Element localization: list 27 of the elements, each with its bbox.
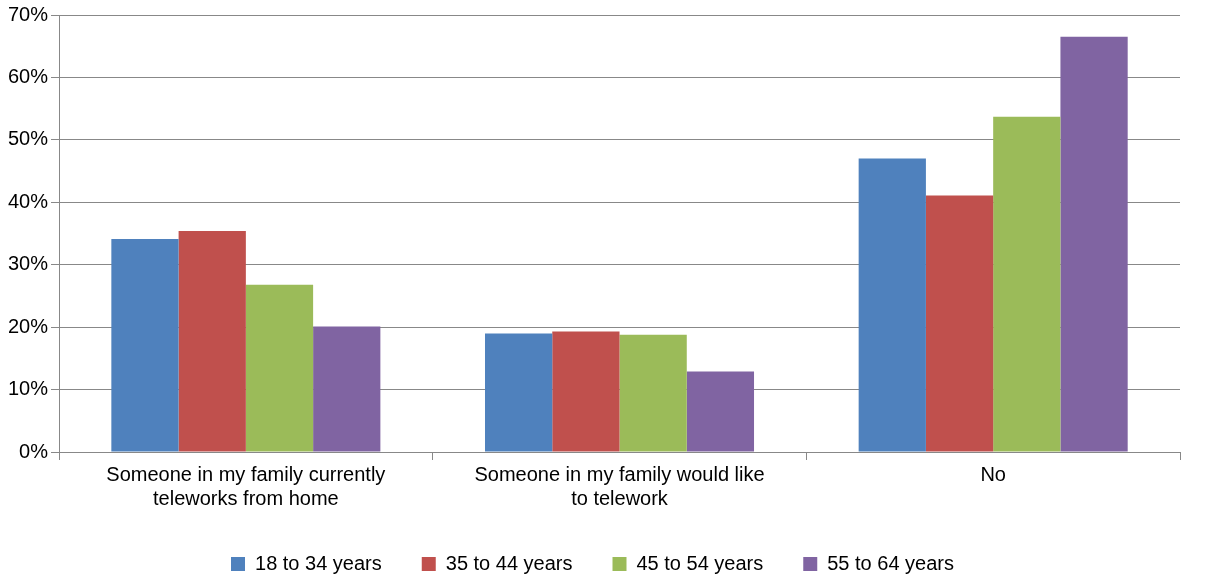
bar <box>993 116 1061 452</box>
bar <box>925 195 994 452</box>
bar <box>245 284 314 452</box>
bar <box>619 334 687 452</box>
bar <box>485 333 553 452</box>
y-tick-label: 60% <box>8 64 49 87</box>
y-tick-label: 0% <box>19 439 49 462</box>
legend-label: 18 to 34 years <box>255 551 382 574</box>
legend-label: 35 to 44 years <box>445 551 573 574</box>
bar <box>313 326 381 452</box>
y-tick-label: 40% <box>8 189 49 212</box>
bar <box>686 371 755 452</box>
x-tick-label: No <box>980 462 1006 485</box>
bar <box>858 158 926 452</box>
x-tick-label: Someone in my family currently teleworks from home <box>106 462 386 509</box>
bar <box>1060 36 1128 452</box>
legend-label: 55 to 64 years <box>827 551 954 574</box>
bar <box>178 231 246 452</box>
bar <box>111 239 179 452</box>
bar <box>552 331 620 452</box>
x-tick-label: Someone in my family would like to telework <box>474 462 765 509</box>
legend-label: 45 to 54 years <box>636 551 764 574</box>
y-tick-label: 30% <box>8 252 49 275</box>
y-tick-label: 10% <box>8 377 49 400</box>
y-tick-label: 50% <box>8 127 49 150</box>
y-tick-label: 70% <box>8 2 49 25</box>
y-tick-label: 20% <box>8 314 49 337</box>
